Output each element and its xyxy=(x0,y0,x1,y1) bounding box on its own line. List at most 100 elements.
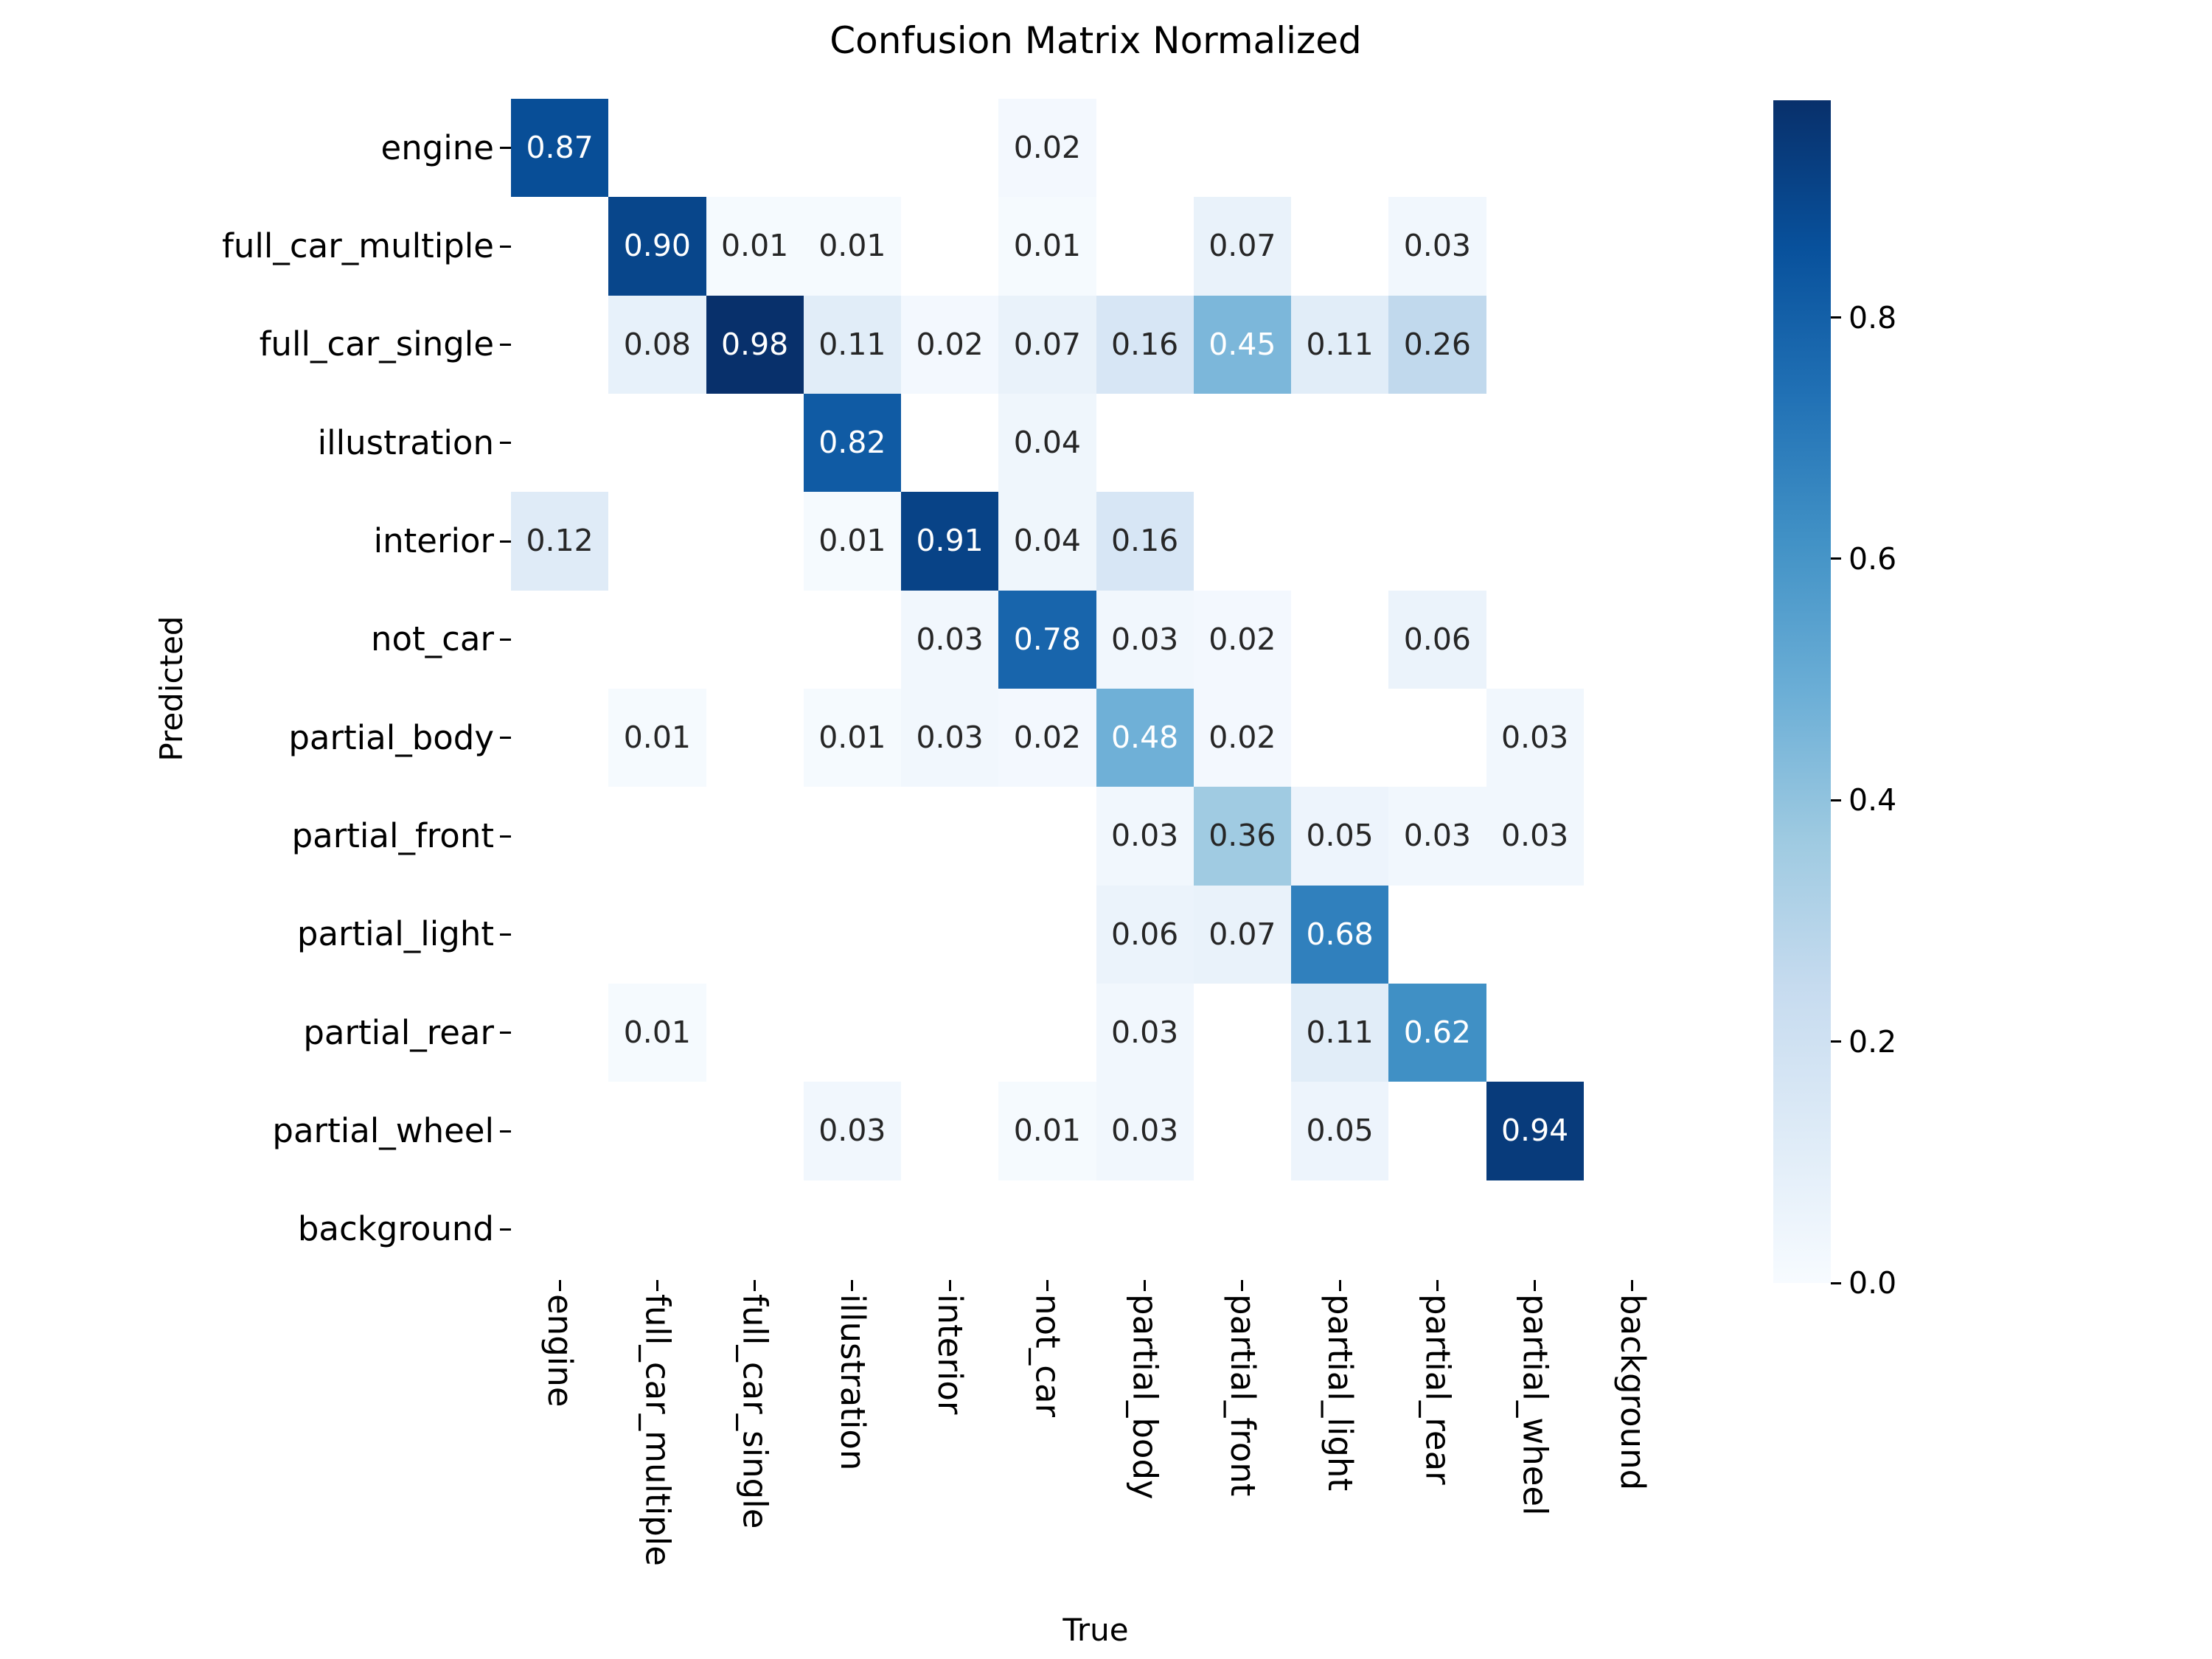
colorbar-tick-mark xyxy=(1831,799,1841,801)
heatmap-cell xyxy=(511,787,609,886)
heatmap-cell: 0.02 xyxy=(998,99,1096,198)
heatmap-cell: 0.03 xyxy=(1486,787,1584,886)
x-tick-label: partial_front xyxy=(1222,1294,1262,1497)
heatmap-cell xyxy=(1388,393,1486,493)
heatmap-cell: 0.01 xyxy=(803,688,901,787)
heatmap-cell xyxy=(511,295,609,394)
x-tick-mark xyxy=(1338,1280,1341,1291)
y-tick-label: not_car xyxy=(370,619,494,659)
heatmap-cell xyxy=(1291,393,1389,493)
heatmap-cell xyxy=(1388,885,1486,984)
heatmap-cell xyxy=(1486,1180,1584,1279)
x-tick-label: partial_light xyxy=(1321,1294,1360,1492)
heatmap-cell xyxy=(803,885,901,984)
cell-annotation: 0.87 xyxy=(526,130,594,166)
y-tick-label: full_car_multiple xyxy=(222,226,494,265)
heatmap-cell: 0.91 xyxy=(901,492,999,591)
heatmap-cell xyxy=(511,393,609,493)
y-tick-label: partial_body xyxy=(288,717,494,757)
heatmap-cell: 0.03 xyxy=(1096,787,1194,886)
heatmap-cell: 0.01 xyxy=(998,197,1096,296)
heatmap-cell xyxy=(1583,1180,1681,1279)
cell-annotation: 0.36 xyxy=(1208,818,1276,854)
cell-annotation: 0.03 xyxy=(818,1113,886,1149)
heatmap-cell: 0.07 xyxy=(1193,197,1291,296)
heatmap-cell xyxy=(608,590,706,689)
y-tick-label: engine xyxy=(380,128,494,167)
heatmap-cell: 0.26 xyxy=(1388,295,1486,394)
cell-annotation: 0.01 xyxy=(818,523,886,559)
heatmap-cell: 0.01 xyxy=(608,688,706,787)
heatmap-cell xyxy=(1291,1180,1389,1279)
y-tick-mark xyxy=(500,147,511,150)
heatmap-cell: 0.01 xyxy=(803,197,901,296)
cell-annotation: 0.06 xyxy=(1403,621,1472,657)
heatmap-cell xyxy=(511,688,609,787)
heatmap-cell: 0.03 xyxy=(1096,1082,1194,1180)
heatmap-cell xyxy=(1096,99,1194,198)
cell-annotation: 0.01 xyxy=(1013,1113,1082,1149)
x-tick-mark xyxy=(1436,1280,1439,1291)
heatmap-cell xyxy=(1486,295,1584,394)
heatmap-cell xyxy=(998,787,1096,886)
cell-annotation: 0.90 xyxy=(623,228,692,264)
cell-annotation: 0.03 xyxy=(1500,720,1569,756)
y-tick-mark xyxy=(500,343,511,346)
heatmap-cell xyxy=(901,99,999,198)
y-axis-label: Predicted xyxy=(153,616,189,762)
heatmap-cell xyxy=(1388,688,1486,787)
colorbar-tick-mark xyxy=(1831,1040,1841,1043)
cell-annotation: 0.68 xyxy=(1306,916,1374,952)
y-tick-mark xyxy=(500,835,511,838)
y-tick-mark xyxy=(500,1228,511,1231)
x-tick-label: interior xyxy=(931,1294,970,1415)
heatmap-cell xyxy=(1193,99,1291,198)
heatmap-cell xyxy=(1388,492,1486,591)
heatmap-cell: 0.45 xyxy=(1193,295,1291,394)
heatmap-cell xyxy=(1583,197,1681,296)
cell-annotation: 0.82 xyxy=(818,425,886,461)
cell-annotation: 0.11 xyxy=(818,326,886,362)
heatmap-cell: 0.03 xyxy=(901,688,999,787)
x-tick-mark xyxy=(1144,1280,1147,1291)
heatmap-cell xyxy=(608,787,706,886)
heatmap-cell: 0.01 xyxy=(998,1082,1096,1180)
x-tick-label: partial_body xyxy=(1125,1294,1165,1500)
cell-annotation: 0.02 xyxy=(1013,720,1082,756)
heatmap-cell xyxy=(1291,590,1389,689)
heatmap-cell: 0.02 xyxy=(901,295,999,394)
heatmap-cell: 0.04 xyxy=(998,492,1096,591)
heatmap-cell xyxy=(1486,197,1584,296)
heatmap-cell xyxy=(1486,393,1584,493)
heatmap-cell xyxy=(998,885,1096,984)
heatmap-cell: 0.01 xyxy=(608,983,706,1082)
heatmap-cell xyxy=(1291,688,1389,787)
heatmap-cell xyxy=(706,1180,804,1279)
x-tick-mark xyxy=(948,1280,951,1291)
heatmap-cell xyxy=(1291,197,1389,296)
heatmap-cell xyxy=(803,1180,901,1279)
heatmap-cell: 0.01 xyxy=(803,492,901,591)
cell-annotation: 0.02 xyxy=(1208,621,1276,657)
heatmap-cell xyxy=(706,99,804,198)
cell-annotation: 0.04 xyxy=(1013,523,1082,559)
cell-annotation: 0.62 xyxy=(1403,1015,1472,1051)
y-tick-label: illustration xyxy=(317,422,494,462)
colorbar-tick-label: 0.4 xyxy=(1848,782,1897,818)
x-tick-label: partial_wheel xyxy=(1515,1294,1555,1516)
heatmap-cell xyxy=(803,983,901,1082)
y-tick-mark xyxy=(500,1032,511,1034)
cell-annotation: 0.01 xyxy=(623,720,692,756)
y-tick-label: partial_light xyxy=(296,914,494,954)
heatmap-cell xyxy=(706,688,804,787)
heatmap-cell: 0.03 xyxy=(1388,787,1486,886)
y-tick-label: background xyxy=(297,1209,494,1249)
cell-annotation: 0.91 xyxy=(916,523,984,559)
heatmap-cell: 0.03 xyxy=(1486,688,1584,787)
heatmap-cell xyxy=(1193,492,1291,591)
heatmap-cell xyxy=(706,492,804,591)
heatmap-cell xyxy=(608,1082,706,1180)
x-tick-label: partial_rear xyxy=(1418,1294,1458,1485)
x-tick-mark xyxy=(1631,1280,1634,1291)
heatmap-cell: 0.11 xyxy=(803,295,901,394)
